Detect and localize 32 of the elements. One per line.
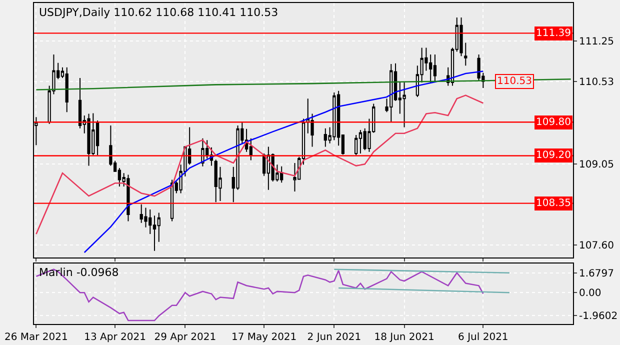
y-tick-label: 107.60 [579, 240, 614, 252]
ref-line-label: 109.20 [536, 150, 571, 161]
candlestick [460, 17, 463, 57]
candlestick [358, 130, 362, 154]
ref-line-label: 108.35 [536, 198, 571, 209]
y-tick-label: 111.25 [579, 36, 614, 48]
chart-title: USDJPY,Daily 110.62 110.68 110.41 110.53 [39, 6, 278, 19]
annotation: 110.53 [497, 76, 532, 87]
line-series [36, 78, 572, 90]
y-tick-label: 110.53 [579, 76, 614, 88]
y-tick-label: -1.9602 [579, 310, 618, 322]
x-tick-label: 6 Jul 2021 [458, 332, 508, 343]
x-tick-label: 26 Mar 2021 [4, 332, 68, 343]
candlestick [464, 42, 468, 66]
y-tick-label: 1.6797 [579, 268, 614, 280]
ref-line-label: 109.80 [536, 117, 571, 128]
x-tick-label: 29 Apr 2021 [154, 332, 216, 343]
candlestick [87, 113, 90, 166]
line-series [84, 70, 484, 254]
candlestick [126, 174, 130, 222]
x-tick-label: 13 Apr 2021 [84, 332, 146, 343]
y-tick-label: 0.00 [579, 288, 602, 300]
ref-line-label: 111.39 [536, 28, 571, 39]
x-tick-label: 18 Jun 2021 [374, 332, 434, 343]
candlestick [433, 54, 437, 83]
candlestick [65, 66, 68, 113]
x-tick-label: 17 May 2021 [231, 332, 297, 343]
x-tick-label: 2 Jun 2021 [307, 332, 362, 343]
line-series [36, 268, 484, 322]
candlestick [402, 82, 406, 128]
line-series [36, 94, 484, 235]
y-tick-label: 109.05 [579, 160, 614, 171]
